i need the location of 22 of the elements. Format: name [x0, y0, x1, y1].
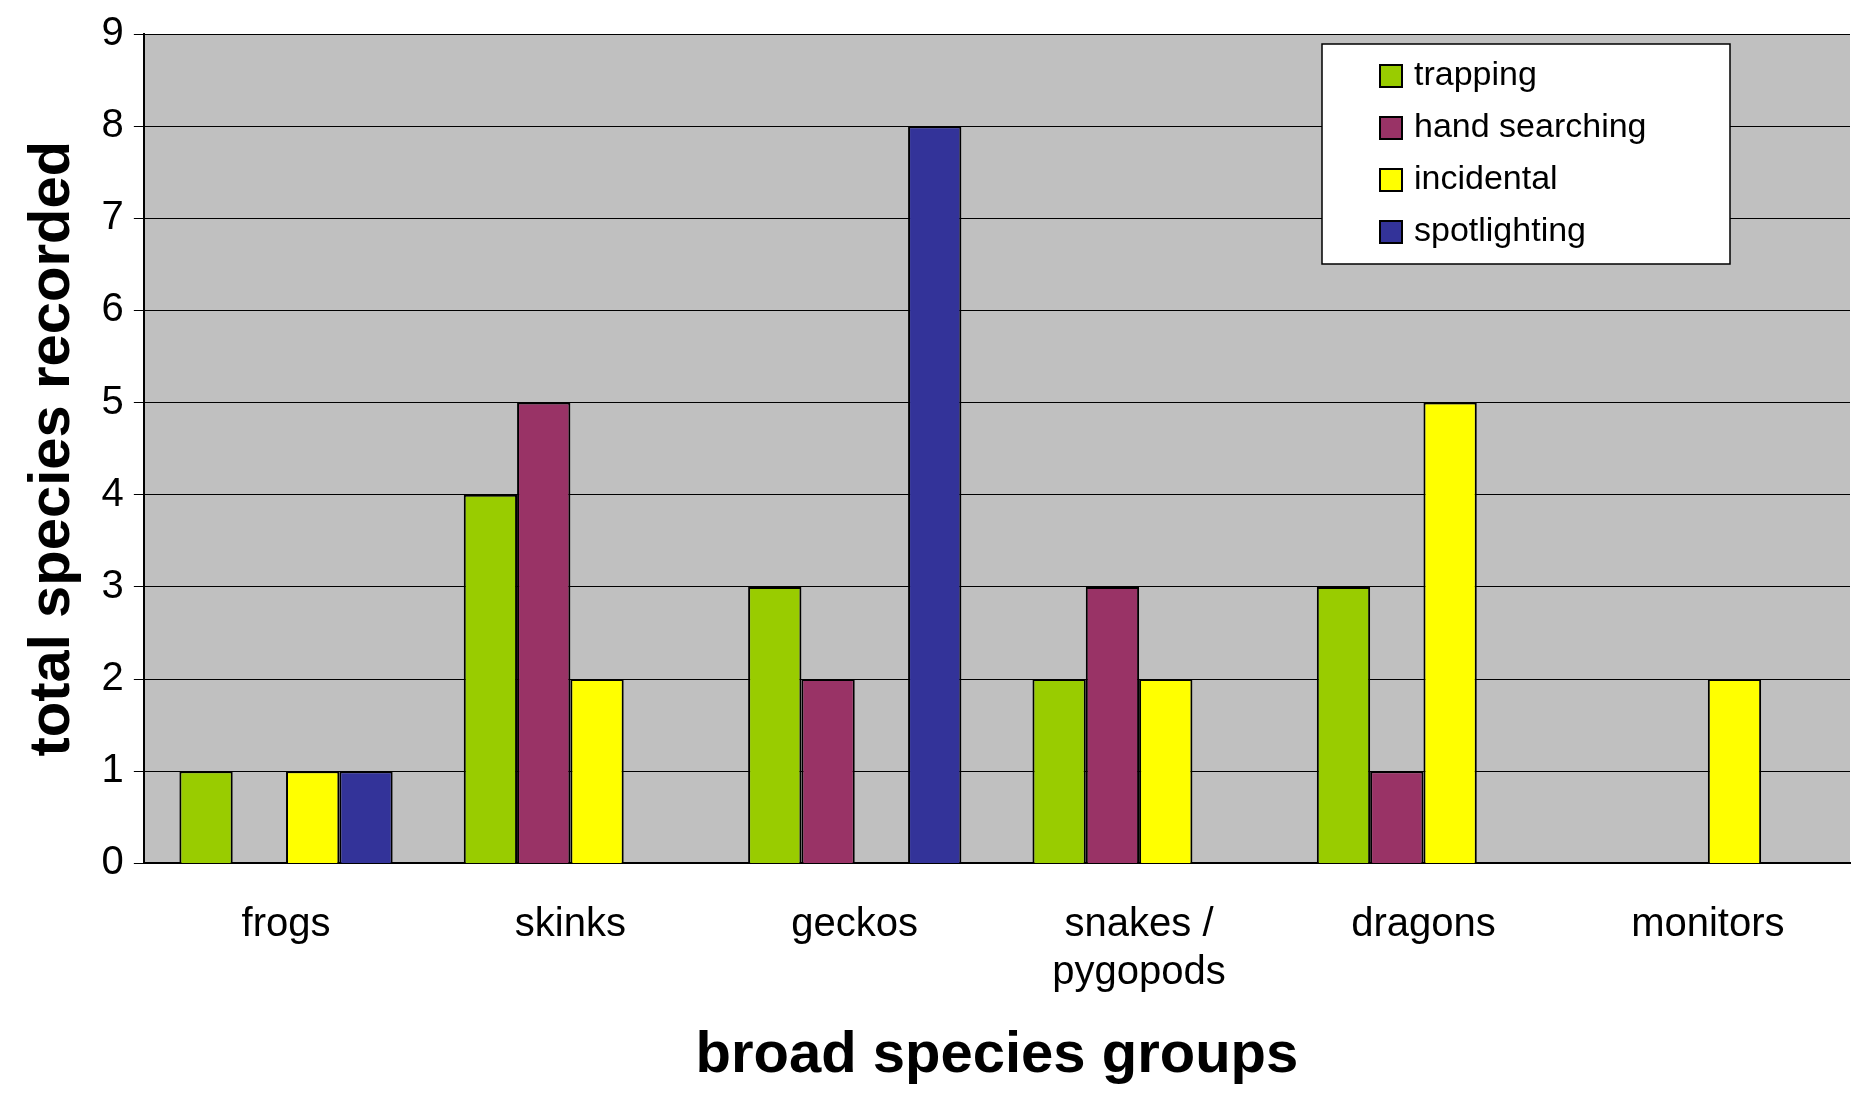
- x-tick-label: frogs: [241, 900, 331, 945]
- y-tick-label: 1: [101, 746, 124, 791]
- legend-label: incidental: [1414, 158, 1558, 197]
- y-tick-label: 4: [101, 469, 124, 514]
- y-tick-label: 2: [101, 654, 124, 699]
- y-tick-label: 6: [101, 285, 124, 330]
- y-tick-label: 5: [101, 377, 124, 422]
- y-tick-label: 8: [101, 101, 124, 146]
- y-tick-label: 0: [101, 838, 124, 883]
- x-tick-label: snakes / pygopods: [1052, 900, 1226, 993]
- y-tick-label: 9: [101, 9, 124, 54]
- y-tick-label: 3: [101, 561, 124, 606]
- x-tick-label: monitors: [1631, 900, 1785, 945]
- x-tick-label: geckos: [791, 900, 919, 945]
- x-axis-title: broad species groups: [695, 1019, 1299, 1085]
- legend-label: hand searching: [1414, 106, 1647, 145]
- x-tick-label: dragons: [1351, 900, 1496, 945]
- x-tick-label: skinks: [514, 900, 626, 945]
- y-tick-label: 7: [101, 193, 124, 238]
- y-axis-title: total species recorded: [15, 140, 81, 757]
- legend-label: trapping: [1414, 54, 1537, 93]
- legend-label: spotlighting: [1414, 210, 1587, 249]
